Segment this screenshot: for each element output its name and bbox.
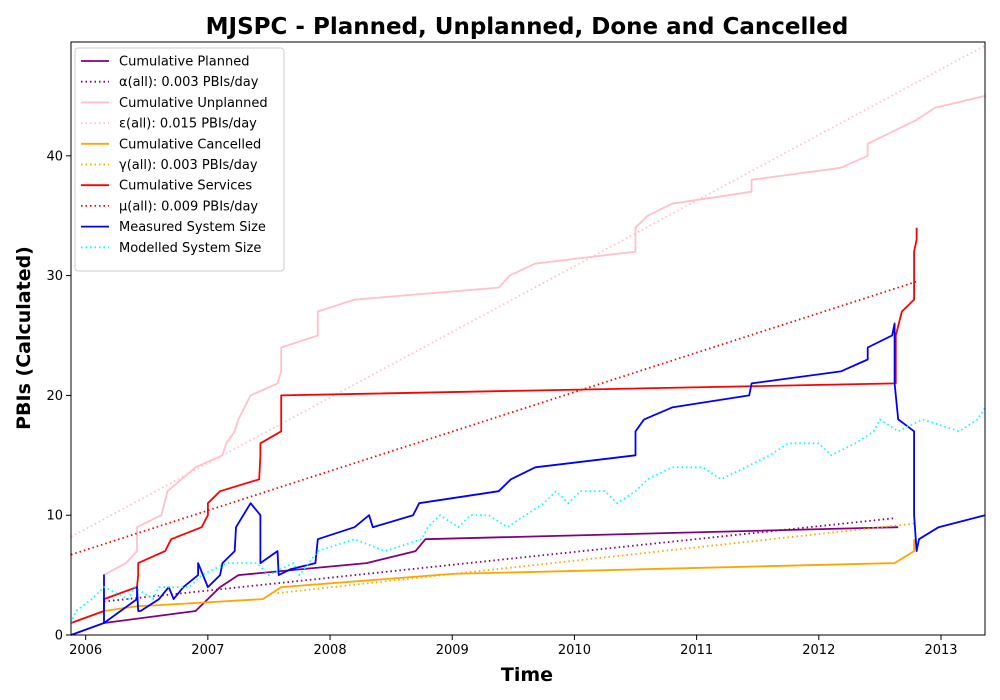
x-tick-label: 2013 <box>924 643 957 658</box>
legend-entry-label: Measured System Size <box>119 220 266 235</box>
series-1-line <box>103 526 899 624</box>
legend-entry-label: Modelled System Size <box>119 241 261 256</box>
x-axis: 2006 2007 2008 2009 2010 2011 2012 2013 <box>69 635 958 658</box>
x-tick-label: 2009 <box>436 643 469 658</box>
x-tick-label: 2011 <box>680 643 713 658</box>
plot-frame <box>70 41 986 636</box>
series-layer <box>70 44 986 636</box>
y-tick-label: 10 <box>46 509 63 524</box>
legend: Cumulative Planned α(all): 0.003 PBIs/day… <box>74 47 285 272</box>
series-2-line <box>103 517 895 603</box>
series-4-line <box>70 44 986 538</box>
series-7-line <box>70 227 918 624</box>
series-6-line <box>277 522 915 594</box>
x-tick-label: 2006 <box>69 643 102 658</box>
x-axis-label: Time <box>501 664 553 686</box>
chart-title: MJSPC - Planned, Unplanned, Done and Can… <box>206 14 849 40</box>
legend-entry-label: γ(all): 0.003 PBIs/day <box>119 158 258 173</box>
legend-box <box>74 47 285 272</box>
legend-entry-label: ε(all): 0.015 PBIs/day <box>119 117 257 132</box>
legend-entry-label: α(all): 0.003 PBIs/day <box>119 75 259 90</box>
y-tick-label: 20 <box>46 389 63 404</box>
legend-entry-label: Cumulative Unplanned <box>119 96 268 111</box>
x-tick-label: 2012 <box>802 643 835 658</box>
y-axis: 0 10 20 30 40 <box>46 149 71 644</box>
series-10-line <box>70 406 986 624</box>
y-tick-label: 40 <box>46 149 63 164</box>
plot-area <box>70 41 986 636</box>
legend-entry-label: μ(all): 0.009 PBIs/day <box>119 199 258 214</box>
x-tick-label: 2008 <box>314 643 347 658</box>
y-axis-label: PBIs (Calculated) <box>13 246 35 430</box>
x-tick-label: 2010 <box>558 643 591 658</box>
legend-entry-label: Cumulative Planned <box>119 55 249 70</box>
series-9-line <box>70 322 986 636</box>
x-tick-label: 2007 <box>191 643 224 658</box>
legend-entry-label: Cumulative Cancelled <box>119 137 261 152</box>
legend-entry-label: Cumulative Services <box>119 179 252 194</box>
series-5-line <box>103 539 915 612</box>
y-tick-label: 30 <box>46 269 63 284</box>
y-tick-label: 0 <box>55 629 63 644</box>
